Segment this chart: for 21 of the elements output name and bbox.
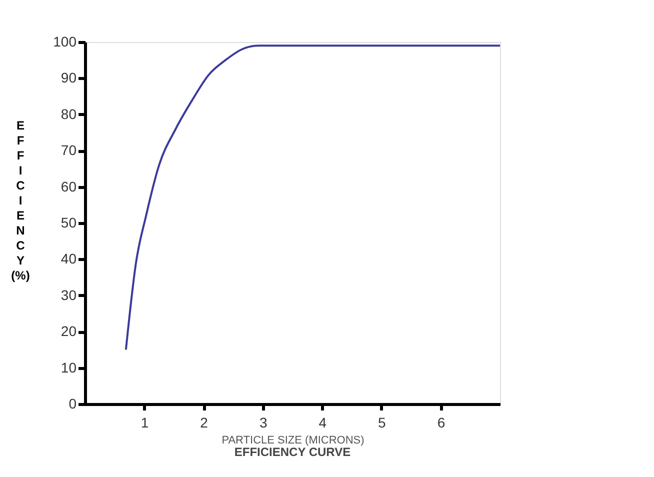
y-tick-label: 60: [60, 178, 77, 194]
x-tick-label: 3: [259, 414, 268, 430]
x-tick-label: 6: [437, 414, 446, 430]
y-tick-label: 80: [60, 106, 77, 122]
y-tick-label: 30: [60, 286, 77, 303]
text: EFFICIENCY CURVE: [234, 445, 351, 459]
y-tick-label: 20: [60, 323, 77, 340]
x-tick-label: 1: [140, 414, 149, 430]
line-series: [124, 44, 501, 351]
x-tick-label: 4: [318, 414, 327, 430]
x-axis-title: PARTICLE SIZE (MICRONS): [222, 434, 364, 446]
x-tick-label: 5: [378, 414, 386, 430]
y-tick-label: 70: [60, 142, 77, 158]
y-tick-label: 90: [60, 70, 77, 86]
y-tick-label: 40: [60, 250, 77, 267]
x-tick-label: 2: [200, 414, 208, 430]
y-tick-label: 100: [53, 34, 77, 50]
y-tick-label: 0: [68, 396, 77, 412]
y-tick-label: 50: [60, 214, 77, 230]
text: EFFICIENCY (%): [11, 118, 30, 282]
y-tick-label: 10: [60, 359, 77, 376]
